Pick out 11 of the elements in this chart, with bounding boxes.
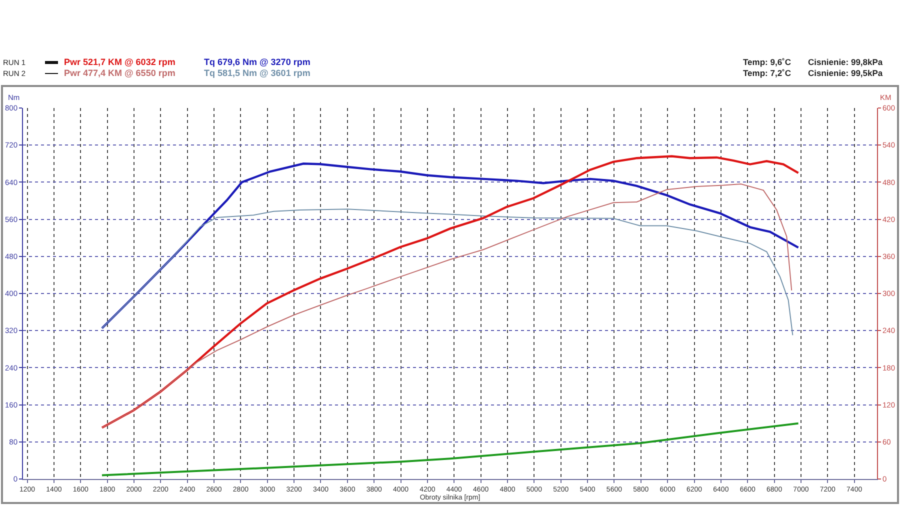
text: Tq 679,6 Nm @ 3270 rpm <box>204 57 310 68</box>
text: Tq 581,5 Nm @ 3601 rpm <box>204 68 310 79</box>
text: Temp: 9,6˚C <box>743 57 792 68</box>
text: Temp: 7,2˚C <box>743 68 792 79</box>
line-series <box>101 208 794 336</box>
line-series <box>100 162 800 330</box>
text: Pwr 477,4 KM @ 6550 rpm <box>64 68 176 79</box>
text: Cisnienie: 99,8kPa <box>808 57 883 68</box>
text: Pwr 521,7 KM @ 6032 rpm <box>64 57 176 68</box>
text: Cisnienie: 99,5kPa <box>808 68 883 79</box>
line-series <box>100 422 800 476</box>
